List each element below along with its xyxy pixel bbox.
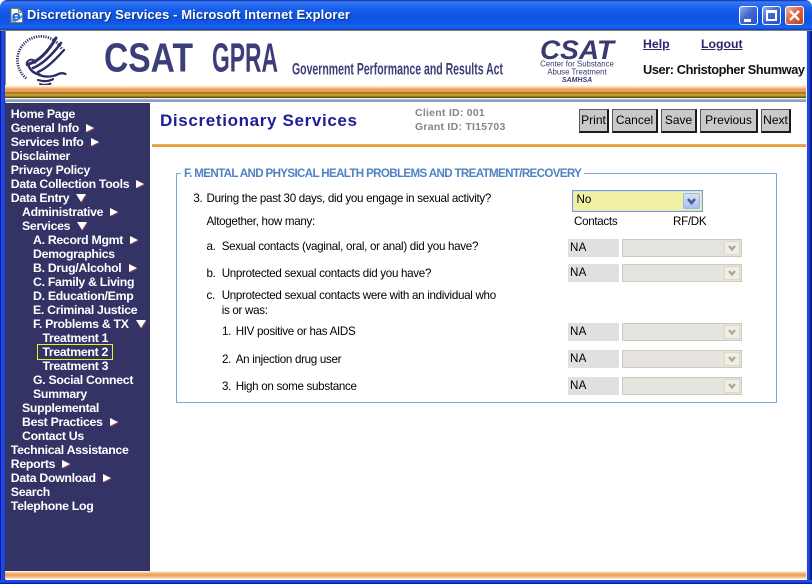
svg-text:GPRA: GPRA [212, 35, 278, 81]
svg-text:SAMHSA: SAMHSA [562, 77, 592, 84]
svg-text:Center for Substance: Center for Substance [540, 60, 614, 69]
svg-text:Government Performance and Res: Government Performance and Results Act [292, 60, 503, 79]
svg-text:Abuse Treatment: Abuse Treatment [547, 68, 607, 77]
svg-text:CSAT: CSAT [104, 35, 193, 81]
svg-text:CSAT: CSAT [540, 35, 617, 65]
